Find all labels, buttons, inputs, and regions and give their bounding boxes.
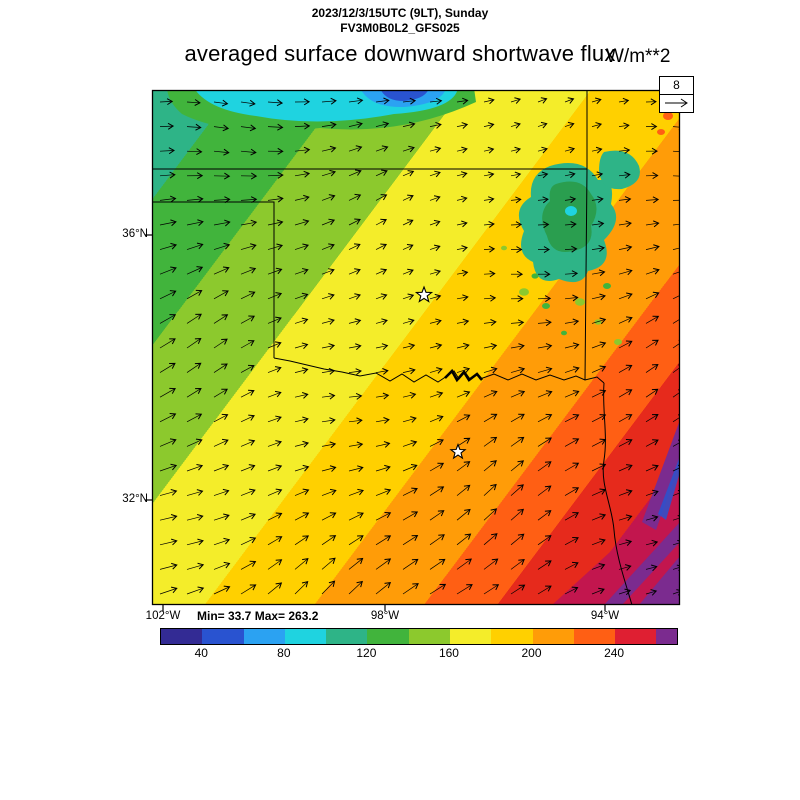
colorbar-segment: [326, 629, 368, 644]
star-marker-south: [449, 442, 467, 460]
chart-title: averaged surface downward shortwave flux: [184, 41, 616, 66]
lon-tick-label-102w: 102°W: [145, 610, 181, 622]
colorbar-segment: [573, 629, 616, 644]
low-flux-cloud-patches: [167, 90, 476, 131]
valid-time-label: 2023/12/3/15UTC (9LT), Sunday: [311, 6, 489, 20]
lat-tick-label-32n: 32°N: [122, 493, 148, 505]
state-borders: [152, 90, 633, 605]
min-max-stats: Min= 33.7 Max= 263.2: [197, 609, 319, 623]
colorbar-tick-label: 240: [604, 646, 625, 660]
lon-tick-label-94w: 94°W: [590, 610, 620, 622]
cloud-patches-east: [501, 150, 640, 345]
colorbar-tick-label: 80: [277, 646, 291, 660]
colorbar-tick-label: 160: [438, 646, 459, 660]
reference-vector-value: 8: [660, 77, 693, 95]
flux-map: [145, 89, 681, 611]
colorbar: [160, 628, 678, 645]
lon-tick-label-98w: 98°W: [370, 610, 400, 622]
colorbar-segment: [284, 629, 327, 644]
wind-vector-grid: [159, 97, 680, 596]
colorbar-segment: [367, 629, 409, 644]
colorbar-tick-label: 40: [194, 646, 208, 660]
map-layers: [152, 90, 680, 605]
units-label: W/m**2: [606, 46, 671, 67]
colorbar-segment: [408, 629, 450, 644]
lat-tick-label-36n: 36°N: [122, 228, 148, 240]
map-border: [151, 89, 681, 606]
colorbar-segment: [161, 629, 203, 644]
reference-vector-arrow-icon: [665, 98, 688, 108]
colorbar-tick-label: 120: [356, 646, 377, 660]
colorbar-segment: [491, 629, 533, 644]
reference-vector-box: 8: [659, 76, 694, 113]
colorbar-segment: [656, 629, 678, 644]
colorbar-segment: [202, 629, 244, 644]
axis-ticks: [145, 234, 606, 611]
colorbar-tick-label: 200: [521, 646, 542, 660]
colorbar-segment: [243, 629, 285, 644]
colorbar-segment: [532, 629, 574, 644]
colorbar-segment: [615, 629, 657, 644]
colorbar-segment: [449, 629, 492, 644]
model-label: FV3M0B0L2_GFS025: [340, 21, 460, 35]
star-marker-north: [414, 285, 434, 303]
